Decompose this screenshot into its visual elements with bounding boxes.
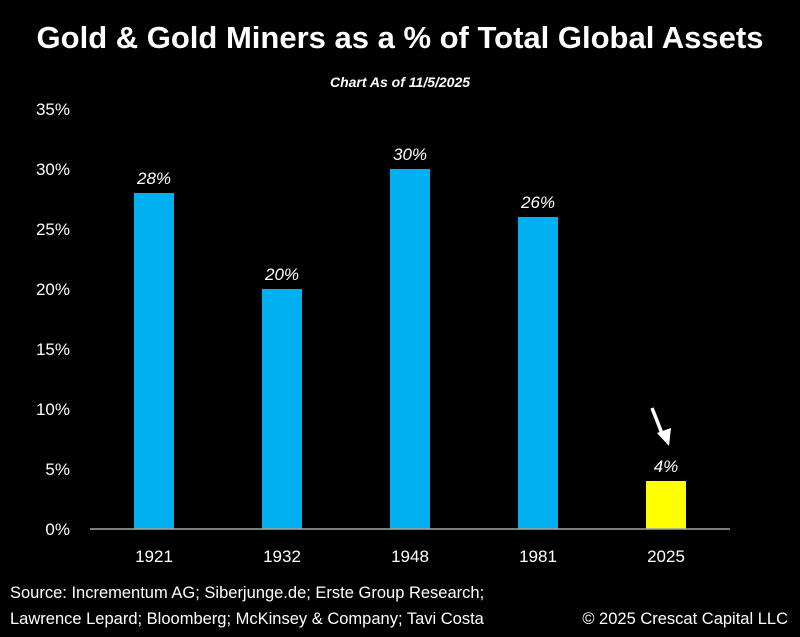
y-tick-label: 15% [36, 340, 70, 359]
source-line-2: Lawrence Lepard; Bloomberg; McKinsey & C… [10, 610, 484, 628]
chart-subtitle: Chart As of 11/5/2025 [329, 74, 471, 90]
bar-1921 [134, 193, 174, 529]
x-tick-label: 1932 [263, 547, 301, 566]
y-tick-label: 5% [45, 460, 70, 479]
y-tick-label: 20% [36, 280, 70, 299]
y-tick-label: 10% [36, 400, 70, 419]
chart-title: Gold & Gold Miners as a % of Total Globa… [36, 20, 764, 55]
data-label: 4% [654, 457, 679, 476]
x-tick-label: 1981 [519, 547, 557, 566]
x-tick-label: 1921 [135, 547, 173, 566]
bar-1932 [262, 289, 302, 529]
y-tick-label: 25% [36, 220, 70, 239]
x-tick-label: 2025 [647, 547, 685, 566]
y-tick-label: 30% [36, 160, 70, 179]
data-label: 20% [264, 265, 299, 284]
bar-2025 [646, 481, 686, 529]
bar-1948 [390, 169, 430, 529]
copyright: © 2025 Crescat Capital LLC [582, 610, 788, 628]
y-tick-label: 0% [45, 520, 70, 539]
x-tick-label: 1948 [391, 547, 429, 566]
data-label: 26% [520, 193, 555, 212]
data-label: 28% [136, 169, 171, 188]
arrow-icon [650, 407, 665, 437]
y-tick-label: 35% [36, 100, 70, 119]
bar-1981 [518, 217, 558, 529]
source-line-1: Source: Incrementum AG; Siberjunge.de; E… [10, 584, 485, 602]
data-label: 30% [393, 145, 427, 164]
arrow-head-icon [657, 428, 671, 446]
